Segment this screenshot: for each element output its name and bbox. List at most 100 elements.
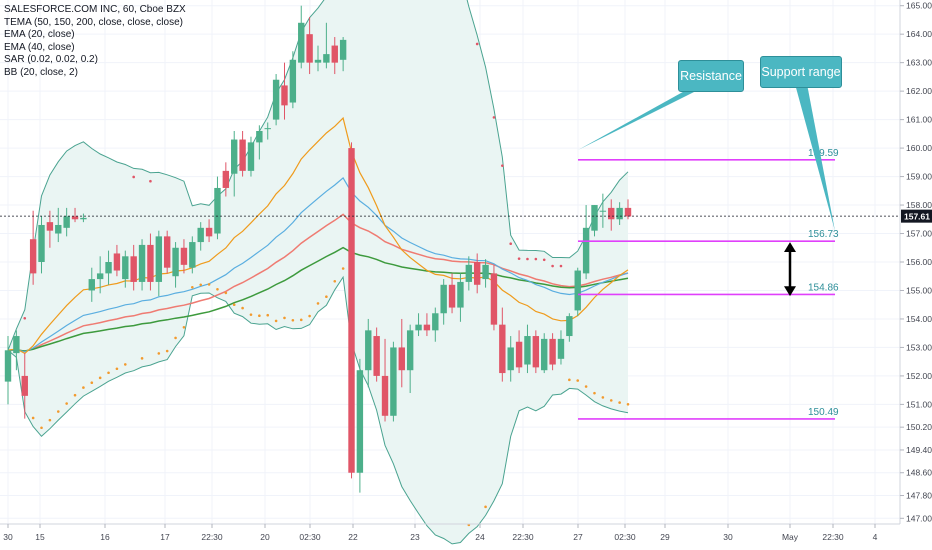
price-tick-label: 155.00 <box>906 285 932 295</box>
candle-body <box>172 247 179 277</box>
candle-body <box>608 207 615 220</box>
candle-body <box>381 375 389 416</box>
sar-dot <box>509 242 513 245</box>
candle-body <box>306 34 313 63</box>
candle-body <box>55 224 62 234</box>
sar-dot <box>149 179 152 183</box>
ema20-line <box>7 116 629 355</box>
price-axis[interactable]: 165.00 164.00 163.00 162.00 161.00 160.00 159.… <box>899 0 932 524</box>
sar-dot <box>325 295 328 299</box>
sar-dot <box>266 313 270 317</box>
time-tick-label: 30 <box>723 532 733 542</box>
price-tick-label: 154.00 <box>906 314 932 324</box>
level-label: 154.86 <box>808 282 839 293</box>
sar-dot <box>90 381 94 385</box>
time-tick-label: 22 <box>348 532 358 542</box>
ema40-line <box>7 176 629 353</box>
time-tick-label: May <box>782 532 799 542</box>
legend-item-bb[interactable]: BB (20, close, 2) <box>4 66 78 78</box>
sar-dot <box>182 325 186 329</box>
candle-body <box>365 330 372 371</box>
sar-dot <box>56 410 60 413</box>
sar-dot <box>291 318 295 322</box>
level-label: 159.59 <box>808 148 839 159</box>
candle-body <box>415 324 422 331</box>
price-tick-label: 163.00 <box>906 58 932 68</box>
resistance-callout[interactable]: Resistance <box>678 60 744 92</box>
price-tick-label: 164.00 <box>906 29 932 39</box>
candle-body <box>214 187 221 234</box>
legend-item-ema40[interactable]: EMA (40, close) <box>4 41 75 53</box>
symbol-title[interactable]: SALESFORCE.COM INC, 60, Cboe BZX <box>4 4 186 15</box>
sar-dot <box>157 352 161 355</box>
candle-body <box>197 227 204 243</box>
candle-body <box>432 313 439 331</box>
bollinger-fill-area <box>8 0 628 544</box>
sar-dot <box>316 302 320 305</box>
sar-dot <box>241 306 244 310</box>
candle-body <box>398 347 405 371</box>
candle-body <box>574 270 581 311</box>
candle-body <box>138 244 146 282</box>
candle-body <box>507 347 514 371</box>
support-pointer <box>795 84 835 231</box>
sar-dot <box>232 303 236 306</box>
annotations <box>0 84 900 297</box>
time-tick-label: 17 <box>160 532 170 542</box>
sar-dot <box>492 116 496 119</box>
sar-dot <box>216 287 219 291</box>
candle-body <box>289 59 297 103</box>
tema-line-red <box>7 213 629 353</box>
price-tick-label: 160.00 <box>906 143 932 153</box>
time-tick-label: 4 <box>873 532 878 542</box>
legend-item-sar[interactable]: SAR (0.02, 0.02, 0.2) <box>4 54 98 65</box>
sar-dot <box>283 316 286 320</box>
time-tick-label: 02:30 <box>299 532 321 542</box>
sar-dot <box>123 363 127 366</box>
price-tick-label: 150.20 <box>906 422 932 432</box>
sar-dot <box>526 257 529 261</box>
price-tick-label: 159.00 <box>906 172 932 182</box>
legend-item-tema[interactable]: TEMA (50, 150, 200, close, close, close) <box>4 16 183 28</box>
sar-dot <box>517 257 521 260</box>
time-tick-label: 22:30 <box>201 532 223 542</box>
candle-body <box>582 227 590 274</box>
candle-body <box>96 273 104 280</box>
time-tick-label: 22:30 <box>512 532 534 542</box>
candle-body <box>105 262 112 274</box>
current-price-badge <box>901 209 932 223</box>
support-range-callout[interactable]: Support range <box>760 56 842 88</box>
sar-dot <box>618 401 621 404</box>
candle-body <box>331 45 338 63</box>
candle-body <box>448 284 456 308</box>
candle-body <box>222 170 230 188</box>
time-tick-label: 30 <box>3 532 13 542</box>
candle-body <box>155 236 163 282</box>
price-tick-label: 148.60 <box>906 468 932 478</box>
candle-body <box>599 210 607 212</box>
indicator-lines <box>7 0 629 545</box>
time-axis[interactable]: 30 15 16 17 22:30 20 02:30 22 23 24 22:30 27 02:30 29… <box>0 523 900 542</box>
price-tick-label: 156.00 <box>906 257 932 267</box>
legend-item-ema20[interactable]: EMA (20, close) <box>4 29 75 40</box>
time-tick-label: 20 <box>260 532 270 542</box>
price-tick-label: 157.00 <box>906 229 932 239</box>
candle-body <box>499 324 506 374</box>
horizontal-levels: 159.59 156.73 154.86 150.49 <box>578 148 839 420</box>
sar-dot <box>341 267 345 270</box>
sar-dot <box>626 402 630 406</box>
candle-body <box>591 205 598 231</box>
sar-dot <box>576 379 580 382</box>
sar-dot <box>475 42 479 46</box>
candle-body <box>63 216 70 228</box>
price-tick-label: 165.00 <box>906 1 932 11</box>
sar-dot <box>82 386 85 389</box>
candle-body <box>38 224 45 262</box>
candle-body <box>205 227 213 237</box>
indicator-legend: SALESFORCE.COM INC, 60, Cboe BZX TEMA (5… <box>4 4 186 79</box>
candle-body <box>406 330 414 371</box>
candle-body <box>423 324 431 331</box>
candle-body <box>180 247 188 265</box>
candle-body <box>147 244 154 282</box>
